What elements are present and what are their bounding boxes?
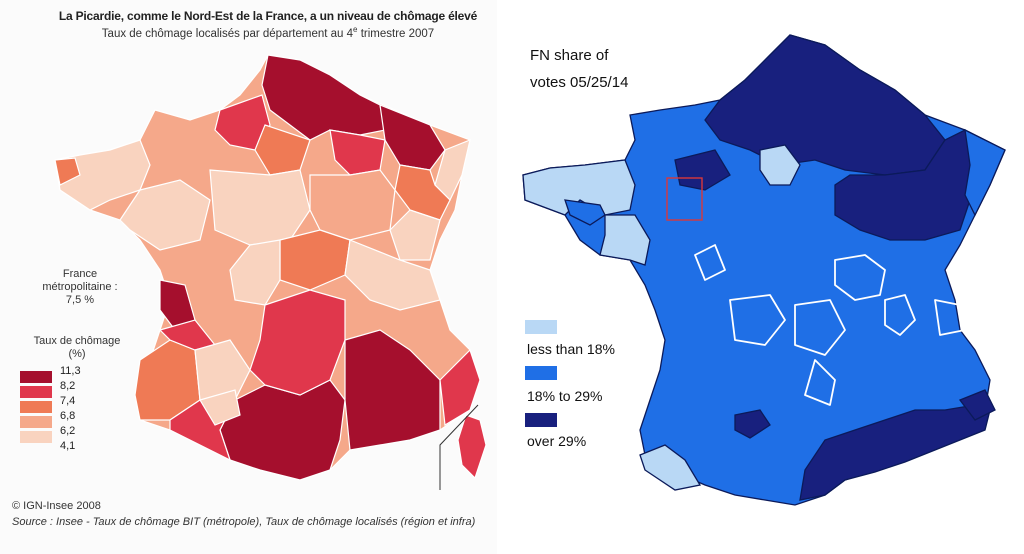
region-midi-pyrenees [194, 339, 251, 401]
copyright-text: © IGN-Insee 2008 [12, 500, 101, 512]
fn-south-dark [799, 404, 991, 501]
region-pale-south [199, 389, 241, 426]
fn-legend-label-mid: 18% to 29% [527, 388, 603, 404]
fn-legend-swatch-low [525, 320, 557, 334]
region-south-center [249, 289, 346, 396]
legend-swatch-2 [20, 386, 52, 398]
fn-legend-swatch-high [525, 413, 557, 427]
unemployment-map [54, 54, 487, 490]
fn-legend-label-low: less than 18% [527, 341, 615, 357]
region-lorraine [394, 164, 451, 221]
region-centre [209, 169, 311, 246]
fn-paris-pale [759, 144, 801, 186]
fn-legend-swatch-mid [525, 366, 557, 380]
region-brittany [54, 139, 151, 211]
fn-normandy-dark [674, 149, 731, 191]
region-brittany-west [54, 157, 81, 186]
legend-tick-2: 8,2 [60, 380, 76, 392]
legend-tick-1: 11,3 [60, 365, 81, 377]
fn-gard-dark [734, 409, 771, 439]
fn-vote-map-panel: FN share of votes 05/25/14 less than 18%… [505, 0, 1024, 554]
fn-southeast-dark [958, 389, 996, 421]
region-bourgogne [309, 169, 396, 241]
region-franche-comte [389, 209, 441, 261]
region-alpes [439, 348, 481, 426]
legend-tick-5: 6,2 [60, 425, 76, 437]
legend-tick-6: 4,1 [60, 440, 76, 452]
unemployment-legend-title: Taux de chômage (%) [33, 335, 121, 360]
unemployment-map-title: La Picardie, comme le Nord-Est de la Fra… [58, 9, 478, 23]
fn-map-title: FN share of votes 05/25/14 [530, 47, 629, 91]
region-pays-loire [119, 179, 211, 251]
region-rhone [344, 239, 441, 311]
france-average-label: France métropolitaine : 7,5 % [42, 268, 118, 306]
legend-swatch-4 [20, 416, 52, 428]
france-outline-unemployment [54, 54, 487, 481]
legend-tick-3: 7,4 [60, 395, 76, 407]
fn-brittany-medium [564, 199, 606, 226]
fn-pays-loire-pale [599, 214, 651, 266]
legend-swatch-5 [20, 431, 52, 443]
region-provence [344, 329, 441, 451]
fn-alsace [964, 128, 1006, 217]
unemployment-map-subtitle: Taux de chômage localisés par départemen… [101, 25, 435, 40]
legend-swatch-3 [20, 401, 52, 413]
fn-brittany-pale [522, 159, 636, 216]
source-text: Source : Insee - Taux de chômage BIT (mé… [12, 516, 476, 528]
legend-swatch-1 [20, 371, 52, 383]
fn-legend-label-high: over 29% [527, 433, 587, 449]
fn-white-borders [694, 244, 966, 406]
unemployment-map-panel: La Picardie, comme le Nord-Est de la Fra… [0, 0, 497, 554]
fn-southwest-pale [639, 444, 702, 491]
fn-east-dark [834, 129, 976, 241]
fn-vote-map [522, 34, 1006, 506]
corsica-inset-frame [439, 404, 479, 490]
fn-highlight-box [666, 177, 703, 221]
legend-tick-4: 6,8 [60, 410, 76, 422]
fn-north-dark [704, 34, 946, 176]
region-alsace [434, 139, 471, 202]
corsica [457, 414, 487, 480]
